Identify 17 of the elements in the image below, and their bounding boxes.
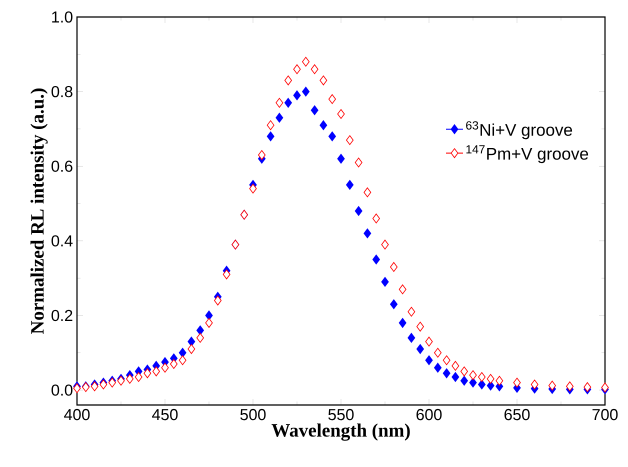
x-tick-label: 500 xyxy=(240,408,266,420)
y-tick-label: 1.0 xyxy=(52,11,72,23)
y-tick-label: 0.0 xyxy=(52,384,72,396)
x-tick-label: 400 xyxy=(64,408,90,420)
y-tick-label: 0.6 xyxy=(52,160,72,172)
x-tick-label: 600 xyxy=(416,408,442,420)
x-tick-label: 550 xyxy=(328,408,354,420)
x-tick-label: 450 xyxy=(152,408,178,420)
x-tick-label: 700 xyxy=(592,408,618,420)
y-tick-label: 0.4 xyxy=(52,235,73,246)
x-axis-title: Wavelength (nm) xyxy=(272,423,410,441)
y-axis-title: Normalized RL intensity (a.u.) xyxy=(30,88,48,334)
y-tick-label: 0.2 xyxy=(52,310,72,322)
legend-label: $^{63}$Ni+V groove xyxy=(466,121,572,140)
y-tick-label: 0.8 xyxy=(52,86,72,98)
x-tick-label: 650 xyxy=(504,408,530,420)
legend-label: $^{147}$Pm+V groove xyxy=(466,145,588,164)
